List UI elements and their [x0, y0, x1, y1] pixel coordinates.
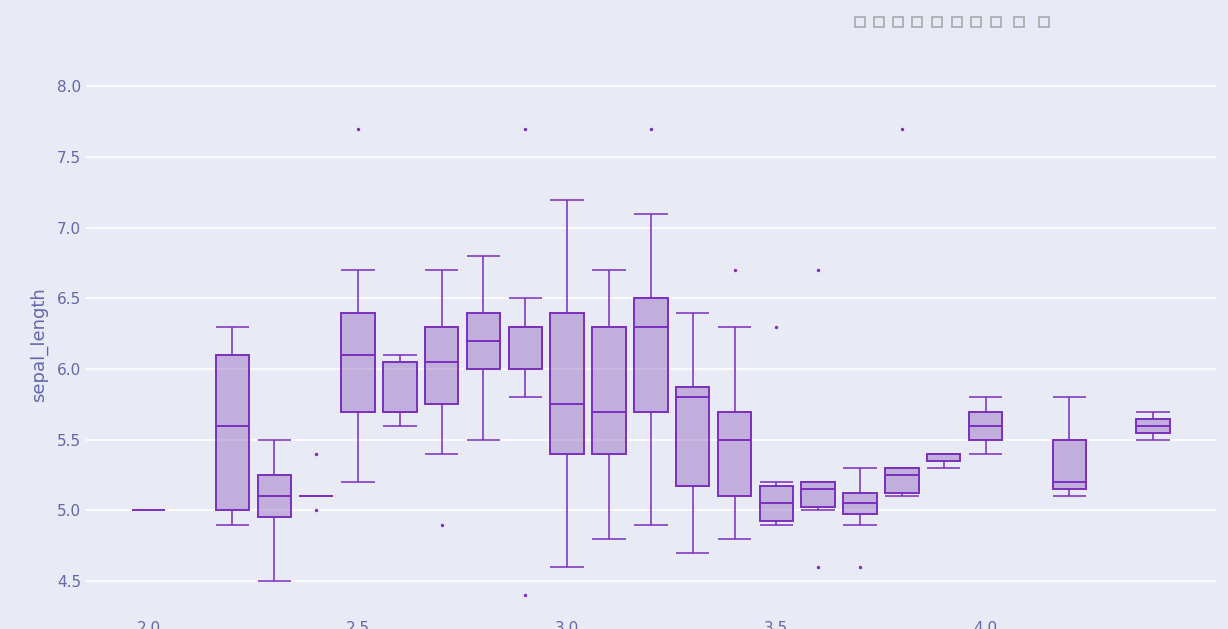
Point [516, 590, 535, 600]
Point [641, 124, 661, 134]
Bar [927, 454, 960, 461]
Point [892, 124, 911, 134]
Point [850, 562, 869, 572]
Bar [718, 411, 752, 496]
Bar [467, 313, 500, 369]
Bar [1052, 440, 1086, 489]
Point [432, 520, 452, 530]
Point [516, 124, 535, 134]
Point [306, 449, 325, 459]
Bar [425, 326, 458, 404]
Bar [383, 362, 416, 411]
Bar [216, 355, 249, 510]
Y-axis label: sepal_length: sepal_length [31, 287, 49, 402]
Bar [634, 298, 668, 411]
Bar [885, 468, 919, 493]
Bar [844, 493, 877, 514]
Point [766, 321, 786, 331]
Bar [508, 326, 542, 369]
Point [725, 265, 744, 276]
Bar [969, 411, 1002, 440]
Bar [258, 475, 291, 518]
Bar [760, 486, 793, 521]
Bar [341, 313, 375, 411]
Bar [675, 387, 710, 486]
Point [808, 562, 828, 572]
Point [306, 505, 325, 515]
Bar [1136, 418, 1170, 433]
Bar [592, 326, 626, 454]
Bar [802, 482, 835, 507]
Point [348, 124, 367, 134]
Point [808, 265, 828, 276]
Bar [550, 313, 583, 454]
